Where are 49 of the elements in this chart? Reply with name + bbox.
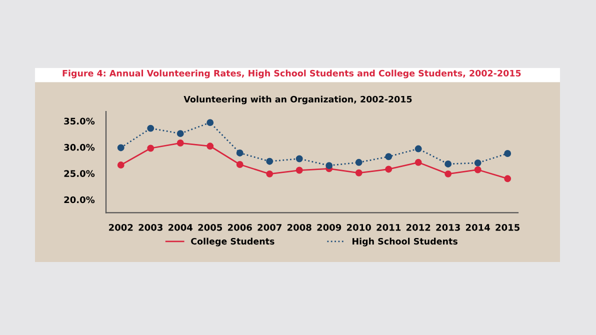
- y-tick-label: 30.0%: [64, 144, 95, 151]
- legend-label: High School Students: [352, 238, 458, 246]
- point: [474, 166, 482, 174]
- point: [176, 130, 184, 138]
- point: [296, 155, 303, 162]
- x-tick-label: 2008: [288, 224, 312, 231]
- x-tick-label: 2015: [496, 224, 520, 231]
- x-tick-label: 2013: [436, 224, 460, 231]
- y-tick-label: 25.0%: [64, 170, 95, 177]
- point: [266, 158, 274, 165]
- point: [504, 175, 512, 182]
- x-tick-label: 2012: [406, 224, 430, 231]
- point: [236, 149, 244, 156]
- point: [474, 159, 482, 166]
- y-tick-label: 20.0%: [64, 196, 95, 204]
- point: [117, 144, 124, 152]
- x-tick-label: 2004: [168, 224, 193, 231]
- y-tick-label: 35.0%: [64, 118, 95, 125]
- point: [326, 162, 333, 170]
- point: [385, 153, 392, 160]
- legend-label: College Students: [191, 238, 274, 246]
- chart-title: Figure 4: Annual Volunteering Rates, High School Students and College Students, 2002-2015: [62, 70, 521, 78]
- point: [414, 145, 422, 152]
- x-tick-label: 2002: [109, 224, 133, 231]
- point: [147, 144, 154, 152]
- point: [266, 170, 274, 178]
- point: [414, 158, 422, 166]
- point: [444, 170, 452, 178]
- point: [176, 140, 184, 146]
- x-tick-label: 2003: [138, 224, 162, 231]
- point: [147, 124, 154, 132]
- point: [355, 158, 362, 166]
- point: [504, 150, 512, 157]
- x-tick-label: 2010: [347, 224, 371, 231]
- point: [236, 161, 244, 168]
- x-tick-label: 2005: [198, 224, 222, 231]
- x-tick-label: 2014: [466, 224, 490, 231]
- x-tick-label: 2007: [258, 224, 282, 231]
- x-tick-label: 2009: [317, 224, 342, 231]
- point: [117, 162, 124, 168]
- point: [355, 169, 362, 176]
- point: [385, 166, 392, 173]
- point: [206, 119, 214, 126]
- point: [206, 142, 214, 150]
- x-tick-label: 2011: [376, 224, 401, 231]
- x-tick-label: 2006: [228, 224, 252, 231]
- point: [296, 166, 303, 174]
- chart-subtitle: Volunteering with an Organization, 2002-2015: [184, 96, 412, 104]
- point: [444, 160, 452, 168]
